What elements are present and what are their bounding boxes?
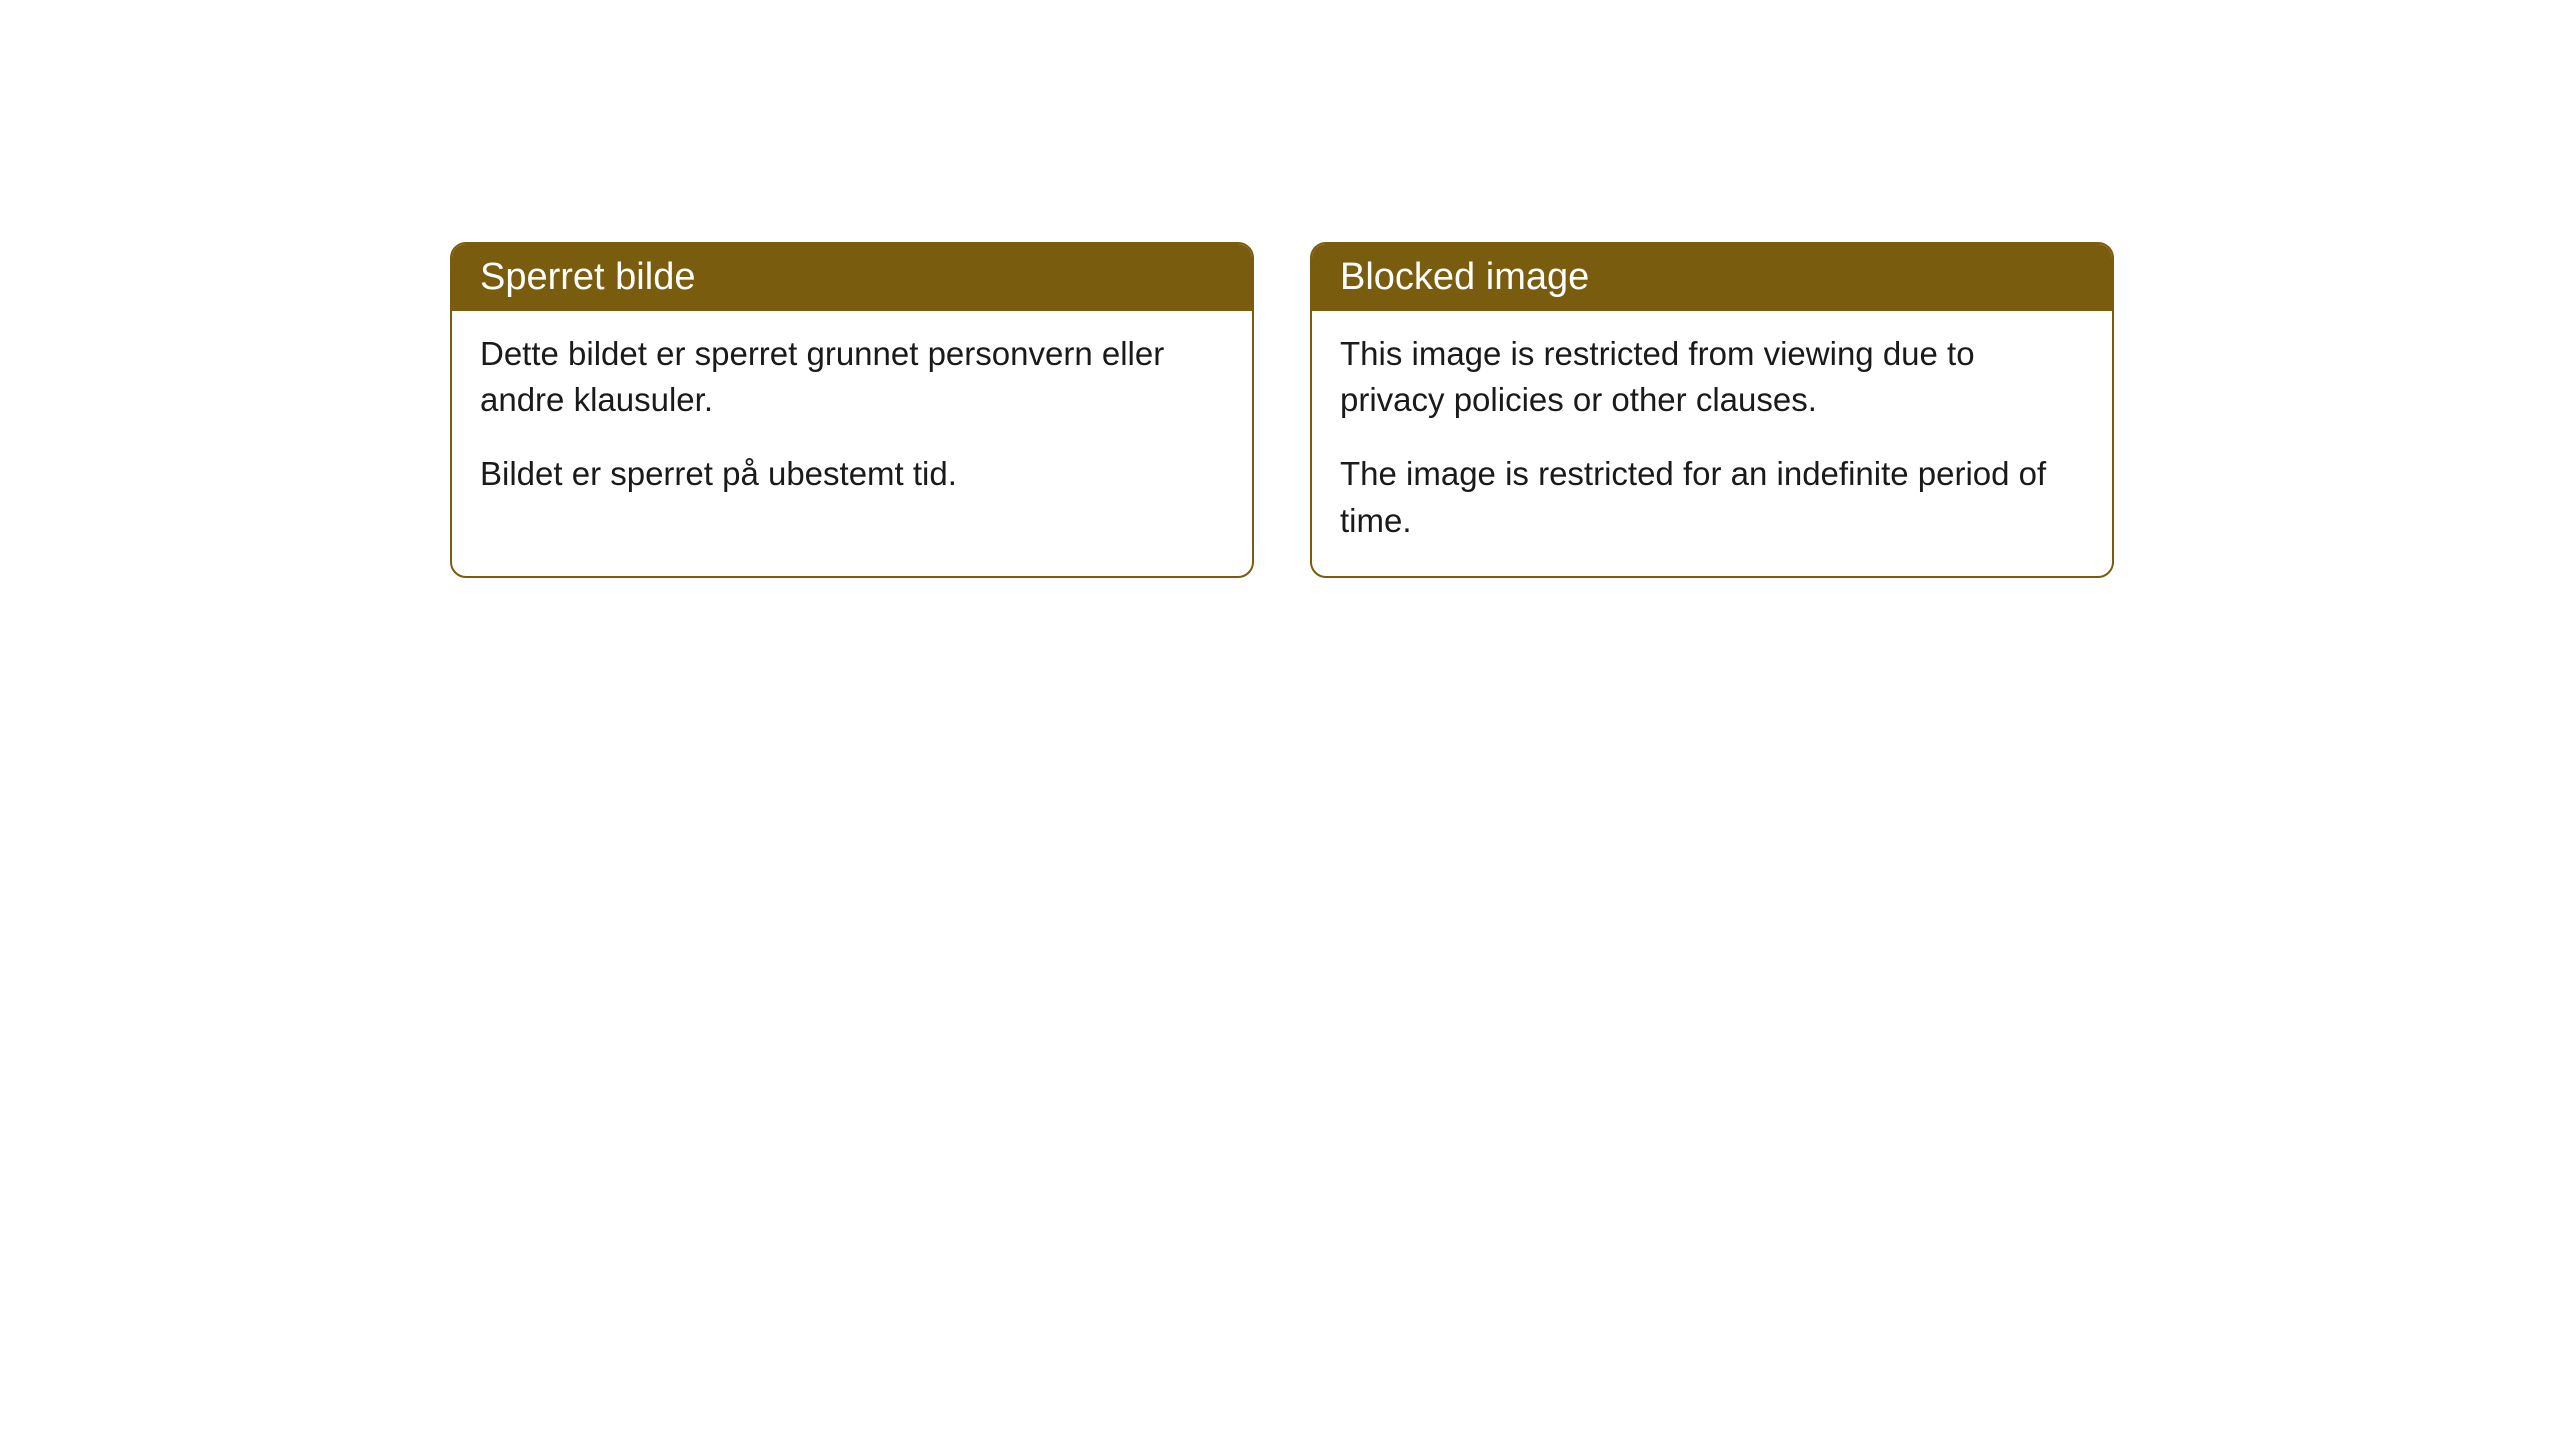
- notice-header-english: Blocked image: [1312, 244, 2112, 311]
- notice-card-english: Blocked image This image is restricted f…: [1310, 242, 2114, 578]
- notice-header-norwegian: Sperret bilde: [452, 244, 1252, 311]
- notice-container: Sperret bilde Dette bildet er sperret gr…: [450, 242, 2114, 578]
- notice-text-line1: Dette bildet er sperret grunnet personve…: [480, 331, 1224, 423]
- notice-card-norwegian: Sperret bilde Dette bildet er sperret gr…: [450, 242, 1254, 578]
- notice-text-line1: This image is restricted from viewing du…: [1340, 331, 2084, 423]
- notice-text-line2: Bildet er sperret på ubestemt tid.: [480, 451, 1224, 497]
- notice-body-norwegian: Dette bildet er sperret grunnet personve…: [452, 311, 1252, 530]
- notice-text-line2: The image is restricted for an indefinit…: [1340, 451, 2084, 543]
- notice-body-english: This image is restricted from viewing du…: [1312, 311, 2112, 576]
